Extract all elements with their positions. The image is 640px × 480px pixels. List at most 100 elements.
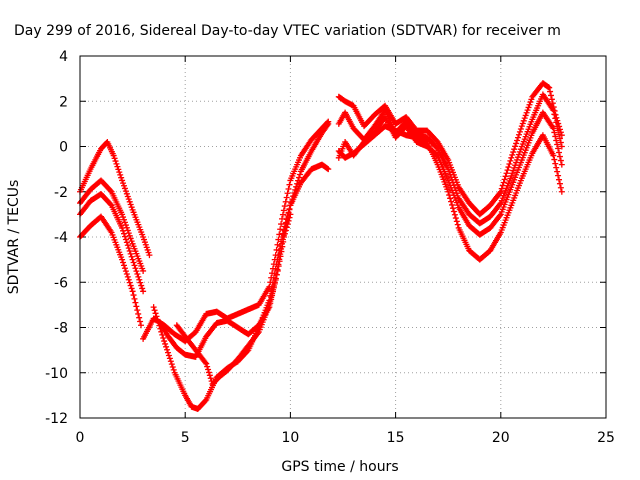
data-point (556, 176, 563, 183)
data-point (270, 286, 277, 293)
data-point (120, 216, 127, 223)
y-tick-label: -2 (54, 185, 68, 201)
data-point (127, 201, 134, 208)
data-point (137, 318, 144, 325)
data-point (276, 258, 283, 265)
data-point (273, 271, 280, 278)
data-point (134, 271, 141, 278)
data-point (449, 205, 456, 212)
data-point (110, 152, 117, 159)
y-tick-label: 4 (59, 49, 68, 65)
data-series-7 (150, 161, 332, 412)
data-point (501, 176, 508, 183)
data-point (127, 250, 134, 257)
x-tick-label: 5 (181, 430, 190, 446)
data-point (509, 151, 516, 158)
data-point (324, 122, 331, 129)
data-point (516, 148, 523, 155)
data-point (555, 172, 562, 179)
data-point (170, 366, 177, 373)
data-point (163, 343, 170, 350)
data-point (284, 221, 291, 228)
data-point (126, 279, 133, 286)
data-point (120, 182, 127, 189)
data-point (127, 235, 134, 242)
data-point (206, 372, 213, 379)
data-point (518, 123, 525, 130)
data-point (120, 259, 127, 266)
data-point (130, 259, 137, 266)
data-point (156, 322, 163, 329)
data-point (296, 174, 303, 181)
data-point (448, 174, 455, 181)
data-point (123, 239, 130, 246)
chart-title: Day 299 of 2016, Sidereal Day-to-day VTE… (14, 23, 561, 39)
y-tick-label: -4 (54, 230, 68, 246)
data-point (280, 207, 287, 214)
data-point (152, 310, 159, 317)
data-point (123, 271, 130, 278)
data-point (134, 307, 141, 314)
data-point (122, 188, 129, 195)
data-point (168, 361, 175, 368)
y-axis-label: SDTVAR / TECUs (6, 180, 22, 295)
data-series-8 (173, 211, 294, 388)
data-point (281, 230, 288, 237)
data-point (547, 92, 554, 99)
data-point (119, 177, 126, 184)
data-point (120, 230, 127, 237)
data-point (550, 125, 557, 132)
data-point (515, 131, 522, 138)
data-point (155, 319, 162, 326)
y-tick-label: 2 (59, 94, 68, 110)
data-point (548, 96, 555, 103)
data-point (551, 156, 558, 163)
data-series-12 (335, 123, 565, 263)
data-point (286, 205, 293, 212)
data-point (164, 349, 171, 356)
y-tick-label: -12 (45, 411, 68, 427)
data-point (135, 273, 142, 280)
data-point (275, 263, 282, 270)
data-point (283, 194, 290, 201)
data-point (122, 222, 129, 229)
data-point (153, 313, 160, 320)
data-point (161, 338, 168, 345)
data-point (125, 196, 132, 203)
data-point (107, 187, 114, 194)
data-series-6 (156, 120, 332, 360)
data-point (254, 330, 261, 337)
data-point (496, 212, 503, 219)
data-point (133, 303, 140, 310)
x-tick-label: 25 (597, 430, 615, 446)
data-point (508, 154, 515, 161)
data-point (278, 248, 285, 255)
data-point (123, 190, 130, 197)
data-point (557, 139, 564, 146)
data-point (107, 201, 114, 208)
data-point (125, 245, 132, 252)
data-point (325, 120, 332, 127)
data-point (119, 256, 126, 263)
y-tick-label: -10 (45, 366, 68, 382)
data-point (132, 265, 139, 272)
data-point (164, 346, 171, 353)
plot-frame (79, 55, 607, 419)
data-point (283, 224, 290, 231)
data-point (527, 99, 534, 106)
data-point (122, 236, 129, 243)
data-point (124, 193, 131, 200)
data-point (126, 198, 133, 205)
data-point (133, 268, 140, 275)
data-series-1 (77, 138, 153, 259)
data-point (556, 180, 563, 187)
data-point (555, 127, 562, 134)
data-point (500, 179, 507, 186)
data-point (146, 252, 153, 259)
data-point (520, 117, 527, 124)
data-point (126, 247, 133, 254)
data-point (503, 170, 510, 177)
data-point (202, 397, 209, 404)
data-point (268, 294, 275, 301)
